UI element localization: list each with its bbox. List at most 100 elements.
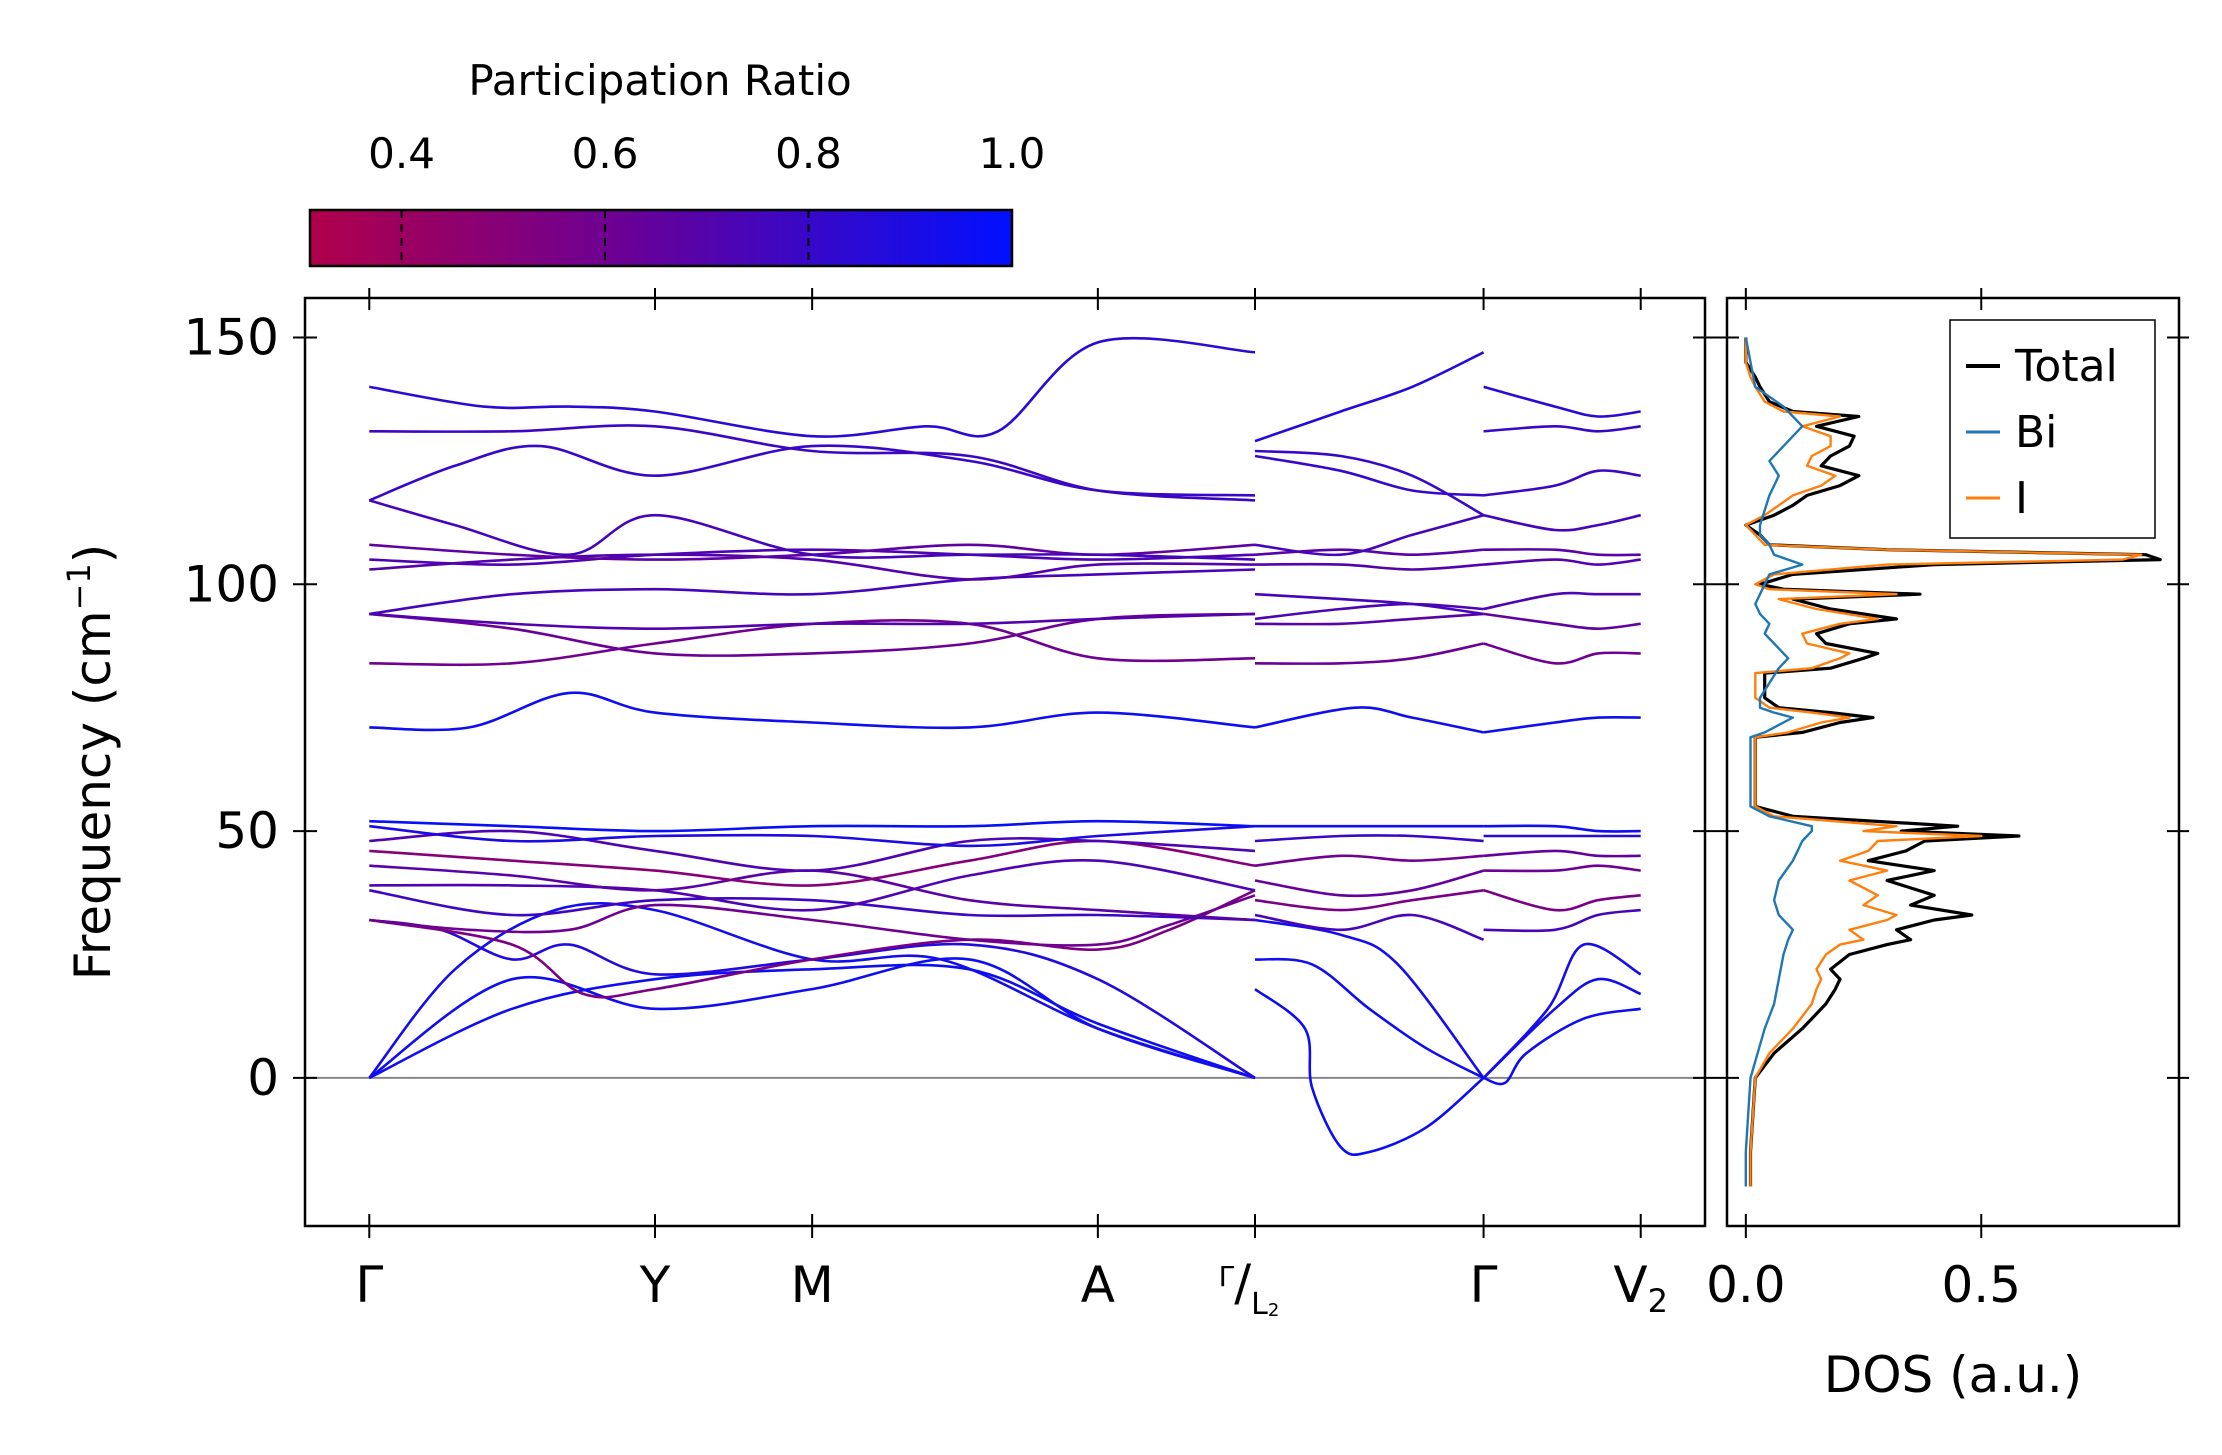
y-axis-label: Frequency (cm−1) — [60, 544, 122, 981]
x-tick-label-part: / — [1234, 1254, 1251, 1312]
phonon-band — [369, 612, 1256, 657]
phonon-band — [1483, 548, 1641, 557]
legend-label-total: Total — [2014, 341, 2118, 392]
dos-series-bi — [1744, 337, 1813, 1187]
phonon-band — [369, 859, 1256, 912]
phonon-band — [1254, 548, 1484, 556]
y-tick-label: 150 — [184, 308, 279, 366]
colorbar-tick-label: 1.0 — [979, 129, 1046, 178]
phonon-band — [369, 889, 1256, 922]
phonon-band — [369, 889, 1256, 999]
x-tick-label-part: Γ — [1219, 1260, 1235, 1293]
band-segment-1 — [368, 336, 1256, 1080]
x-tick-label-part: 2 — [1268, 1300, 1279, 1321]
phonon-band — [1254, 706, 1484, 734]
x-tick-label: Γ — [355, 1256, 383, 1314]
x-tick-label-part: 2 — [1648, 1282, 1668, 1320]
phonon-band — [1483, 513, 1641, 532]
phonon-band — [1254, 592, 1484, 616]
legend-label-bi: Bi — [2015, 407, 2057, 458]
dos-x-tick-label: 0.5 — [1941, 1256, 2021, 1314]
phonon-band — [1483, 824, 1641, 833]
phonon-band — [369, 568, 1256, 616]
phonon-band — [1254, 854, 1484, 867]
x-tick-label: A — [1081, 1256, 1115, 1314]
phonon-band — [369, 336, 1256, 438]
phonon-band — [1483, 591, 1641, 611]
x-tick-label-part: M — [791, 1256, 834, 1314]
phonon-band — [1254, 869, 1484, 898]
x-tick-label: Γ/L2 — [1219, 1254, 1280, 1322]
x-tick-label: Y — [639, 1256, 671, 1314]
legend-label-i: I — [2015, 473, 2028, 524]
phonon-band — [1483, 908, 1641, 933]
dos-x-tick-label: 0.0 — [1706, 1256, 1786, 1314]
phonon-band — [368, 963, 1256, 1080]
phonon-band — [1254, 513, 1484, 557]
band-segment-3 — [1482, 385, 1642, 1086]
legend: Total Bi I — [1949, 319, 2156, 539]
colorbar-tick-label: 0.6 — [572, 129, 639, 178]
phonon-band — [1483, 1007, 1641, 1086]
dos-series-i — [1744, 337, 2143, 1187]
phonon-band — [369, 918, 1256, 1080]
dos-panel: 0.0 0.5 DOS (a.u.) Total Bi I — [1706, 288, 2189, 1404]
phonon-band — [1254, 562, 1484, 571]
phonon-band — [369, 543, 1256, 561]
x-tick-label: M — [791, 1256, 834, 1314]
phonon-band — [1254, 889, 1484, 912]
phonon-band — [1482, 942, 1642, 1079]
x-tick-label-part: L — [1251, 1287, 1268, 1322]
phonon-band — [369, 894, 1256, 947]
x-tick-label: V2 — [1613, 1256, 1668, 1320]
x-tick-label-part: Γ — [355, 1256, 383, 1314]
x-tick-label-part: Γ — [1470, 1256, 1498, 1314]
y-tick-label: 100 — [184, 555, 279, 613]
phonon-band — [368, 902, 1256, 1080]
phonon-band — [1483, 642, 1641, 665]
phonon-band — [1483, 385, 1641, 418]
phonon-band — [368, 957, 1256, 1080]
y-tick-label: 50 — [215, 802, 279, 860]
phonon-band — [1483, 612, 1641, 630]
dos-x-axis-label: DOS (a.u.) — [1824, 1346, 2083, 1404]
phonon-band — [369, 864, 1256, 922]
phonon-band — [1483, 425, 1641, 433]
phonon-band — [369, 553, 1256, 581]
legend-frame — [1949, 319, 2156, 539]
phonon-band — [1254, 642, 1484, 665]
colorbar-tick-label: 0.4 — [368, 129, 435, 178]
phonon-band — [1483, 715, 1641, 734]
x-tick-label-part: V — [1613, 1256, 1647, 1314]
phonon-band — [369, 548, 1256, 566]
phonon-band — [1254, 351, 1485, 443]
phonon-band — [1254, 988, 1485, 1157]
phonon-band — [369, 424, 1256, 502]
phonon-band — [1254, 449, 1485, 517]
dos-plot-frame — [1725, 296, 2181, 1228]
phonon-band — [369, 829, 1256, 872]
phonon-band — [1483, 469, 1641, 497]
band-plot-frame — [303, 296, 1707, 1228]
x-tick-label-part: Y — [639, 1256, 671, 1314]
phonon-band — [1254, 454, 1484, 497]
colorbar: Participation Ratio 0.4 0.6 0.8 1.0 — [308, 56, 1046, 268]
phonon-band — [369, 691, 1256, 732]
phonon-band — [1254, 913, 1485, 941]
x-tick-label-part: A — [1081, 1256, 1115, 1314]
x-tick-label: Γ — [1470, 1256, 1498, 1314]
phonon-band — [369, 612, 1256, 630]
colorbar-gradient — [308, 208, 1014, 268]
phonon-band — [368, 499, 1256, 561]
band-segment-2 — [1254, 351, 1485, 1157]
colorbar-title: Participation Ratio — [468, 56, 851, 105]
phonon-band — [1483, 864, 1641, 873]
colorbar-tick-label: 0.8 — [775, 129, 842, 178]
y-tick-label: 0 — [247, 1049, 279, 1107]
phonon-band — [1254, 602, 1484, 621]
phonon-band — [1483, 558, 1641, 566]
phonon-band — [1254, 612, 1484, 626]
phonon-band — [1254, 918, 1485, 1079]
phonon-band — [1254, 834, 1484, 843]
